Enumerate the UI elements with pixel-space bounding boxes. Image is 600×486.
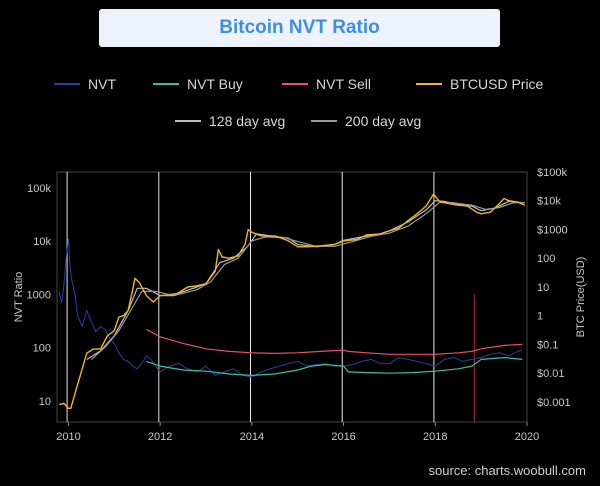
series-nvt-buy xyxy=(146,357,523,376)
legend-label-0: NVT xyxy=(88,76,116,92)
x-tick-label-3: 2016 xyxy=(331,431,355,443)
y-right-tick-7: $0.01 xyxy=(537,368,565,380)
y-right-tick-2: $1000 xyxy=(537,224,568,236)
series-nvt xyxy=(58,238,523,378)
title-box: Bitcoin NVT Ratio xyxy=(99,9,500,47)
series-200-day-avg xyxy=(90,201,525,360)
y-left-axis-label: NVT Ratio xyxy=(13,272,25,323)
y-left-tick-0: 100k xyxy=(27,183,51,195)
y-right-tick-4: 10 xyxy=(537,282,549,294)
plot-area xyxy=(56,171,528,423)
chart-title: Bitcoin NVT Ratio xyxy=(219,17,380,38)
y-right-tick-6: $0.1 xyxy=(537,339,558,351)
legend-label-1: NVT Buy xyxy=(187,76,243,92)
y-right-tick-3: 100 xyxy=(537,253,555,265)
legend-label-3: BTCUSD Price xyxy=(450,76,544,92)
y-right-tick-1: $10k xyxy=(537,196,561,208)
series-128-day-avg xyxy=(86,200,525,361)
plot-frame xyxy=(56,171,528,423)
source-credit: source: charts.woobull.com xyxy=(428,463,586,478)
legend-label-2: NVT Sell xyxy=(316,76,371,92)
x-tick-label-1: 2012 xyxy=(148,431,172,443)
y-left-tick-1: 10k xyxy=(33,236,51,248)
y-right-tick-8: $0.001 xyxy=(537,397,571,409)
series-nvt-sell xyxy=(146,328,523,355)
x-tick-label-2: 2014 xyxy=(240,431,264,443)
legend: NVT NVT Buy NVT Sell BTCUSD Price 128 day av… xyxy=(54,76,544,129)
legend-avg-label-0: 128 day avg xyxy=(209,113,285,129)
y-left-tick-3: 100 xyxy=(33,343,51,355)
x-tick-label-4: 2018 xyxy=(423,431,447,443)
x-tick-label-0: 2010 xyxy=(56,431,80,443)
y-left-tick-2: 1000 xyxy=(27,289,51,301)
y-right-tick-0: $100k xyxy=(537,167,567,179)
x-tick-label-5: 2020 xyxy=(515,431,539,443)
y-right-axis-label: BTC Price(USD) xyxy=(575,257,587,338)
series-btcusd-price xyxy=(59,193,525,409)
y-left-tick-4: 10 xyxy=(39,396,51,408)
axes: 2010 2012 2014 2016 2018 2020 100k 10k 1000 100 10… xyxy=(13,167,587,443)
legend-avg-label-1: 200 day avg xyxy=(345,113,421,129)
y-right-tick-5: 1 xyxy=(537,311,543,323)
